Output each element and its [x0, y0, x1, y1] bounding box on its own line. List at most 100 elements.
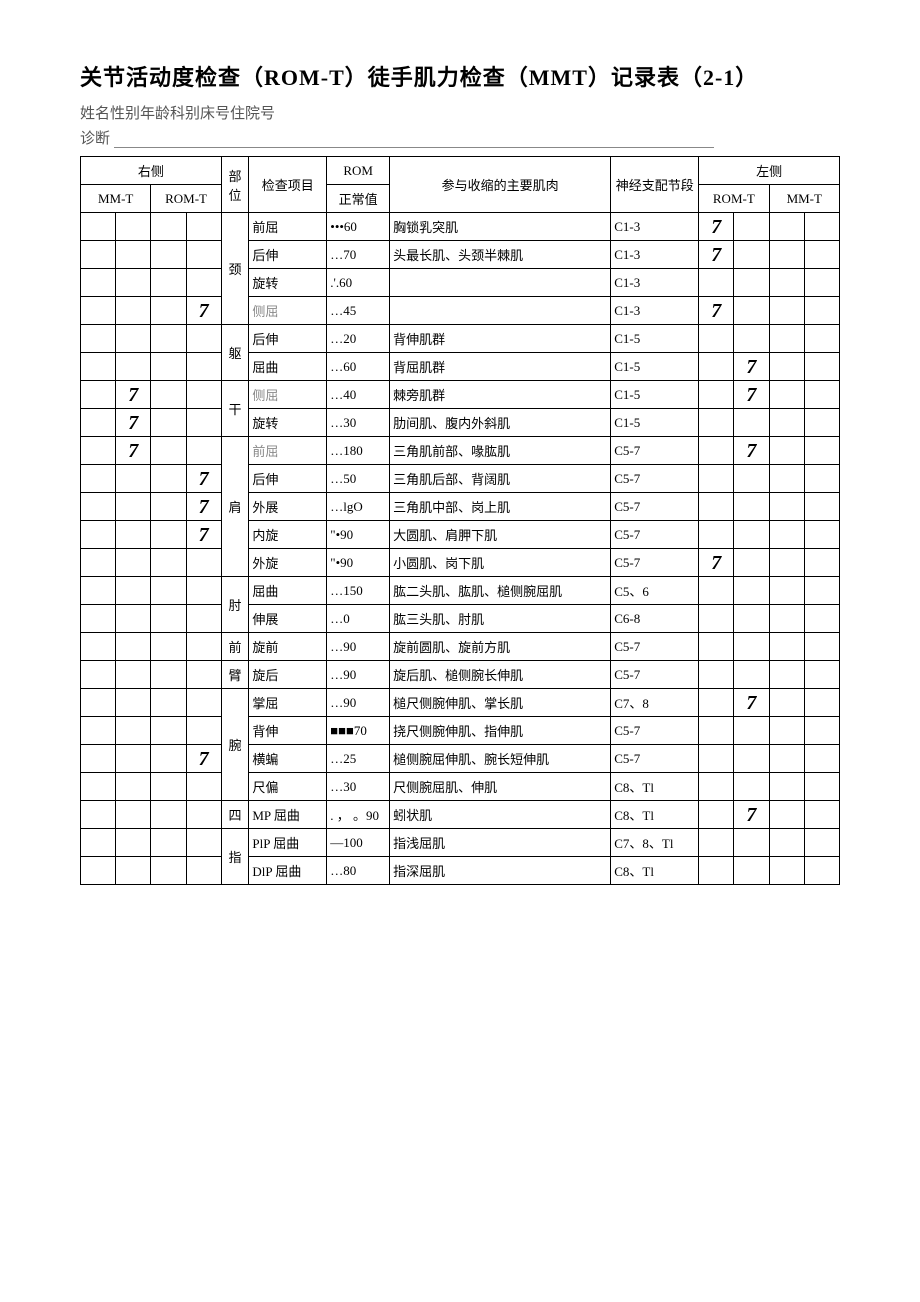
cell: •••60 [327, 213, 390, 241]
cell: C5-7 [611, 521, 699, 549]
table-row: 7横蝙…25槌侧腕屈伸肌、腕长短伸肌C5-7 [81, 745, 840, 773]
cell [769, 549, 804, 577]
cell [151, 409, 186, 437]
cell: 掌屈 [249, 689, 327, 717]
cell: …70 [327, 241, 390, 269]
cell [186, 773, 221, 801]
cell: …40 [327, 381, 390, 409]
cell: …60 [327, 353, 390, 381]
cell [151, 745, 186, 773]
cell [390, 269, 611, 297]
cell [734, 857, 769, 885]
cell: 7 [734, 689, 769, 717]
cell [699, 353, 734, 381]
cell [186, 241, 221, 269]
cell [734, 241, 769, 269]
table-row: 7肩前屈…180三角肌前部、喙肱肌C5-77 [81, 437, 840, 465]
cell [804, 633, 839, 661]
cell: 旋转 [249, 409, 327, 437]
cell: C7、8、Tl [611, 829, 699, 857]
cell: C6-8 [611, 605, 699, 633]
cell [699, 493, 734, 521]
cell [699, 465, 734, 493]
cell [116, 549, 151, 577]
cell [699, 633, 734, 661]
cell [81, 269, 116, 297]
cell [804, 465, 839, 493]
cell [769, 493, 804, 521]
cell [804, 241, 839, 269]
cell [116, 689, 151, 717]
cell [186, 829, 221, 857]
cell: C7、8 [611, 689, 699, 717]
cell [81, 717, 116, 745]
cell [186, 409, 221, 437]
table-row: 外旋"•90小圆肌、岗下肌C5-77 [81, 549, 840, 577]
cell [734, 745, 769, 773]
cell [804, 605, 839, 633]
cell: 7 [699, 297, 734, 325]
cell: C1-5 [611, 381, 699, 409]
cell [734, 605, 769, 633]
cell: 尺偏 [249, 773, 327, 801]
cell: …30 [327, 773, 390, 801]
part-cell: 四 [221, 801, 249, 829]
table-row: 旋转.'.60C1-3 [81, 269, 840, 297]
cell [699, 521, 734, 549]
cell [769, 353, 804, 381]
cell: .'.60 [327, 269, 390, 297]
cell: …90 [327, 689, 390, 717]
cell: C1-5 [611, 409, 699, 437]
cell [186, 269, 221, 297]
cell: C1-5 [611, 353, 699, 381]
cell [804, 829, 839, 857]
cell [186, 633, 221, 661]
cell: . ， 。90 [327, 801, 390, 829]
cell: C8、Tl [611, 773, 699, 801]
cell [81, 353, 116, 381]
table-row: 7外展…lgO三角肌中部、岗上肌C5-7 [81, 493, 840, 521]
hdr-left: 左侧 [699, 157, 840, 185]
cell [186, 801, 221, 829]
table-row: 颈前屈•••60胸锁乳突肌C1-37 [81, 213, 840, 241]
cell: 三角肌中部、岗上肌 [390, 493, 611, 521]
cell [81, 297, 116, 325]
hdr-right-mmt: MM-T [81, 185, 151, 213]
cell [151, 829, 186, 857]
cell [186, 353, 221, 381]
cell [734, 521, 769, 549]
cell [151, 493, 186, 521]
cell [81, 241, 116, 269]
cell: 旋后 [249, 661, 327, 689]
cell [769, 269, 804, 297]
cell: 7 [186, 465, 221, 493]
cell: 7 [699, 549, 734, 577]
cell: "•90 [327, 549, 390, 577]
cell: C1-3 [611, 241, 699, 269]
cell: 侧屈 [249, 381, 327, 409]
cell [734, 829, 769, 857]
part-cell: 肩 [221, 437, 249, 577]
cell [81, 773, 116, 801]
cell: 外展 [249, 493, 327, 521]
cell [116, 353, 151, 381]
cell [81, 633, 116, 661]
table-row: 躯后伸…20背伸肌群C1-5 [81, 325, 840, 353]
cell: MP 屈曲 [249, 801, 327, 829]
cell: 旋前 [249, 633, 327, 661]
part-cell: 干 [221, 381, 249, 437]
hdr-exam: 检查项目 [249, 157, 327, 213]
cell [734, 661, 769, 689]
cell [804, 773, 839, 801]
cell [186, 325, 221, 353]
cell [699, 577, 734, 605]
cell: 内旋 [249, 521, 327, 549]
cell [81, 437, 116, 465]
cell [81, 521, 116, 549]
cell: 后伸 [249, 465, 327, 493]
cell [734, 465, 769, 493]
cell [734, 325, 769, 353]
cell [151, 465, 186, 493]
cell [804, 801, 839, 829]
cell: 小圆肌、岗下肌 [390, 549, 611, 577]
